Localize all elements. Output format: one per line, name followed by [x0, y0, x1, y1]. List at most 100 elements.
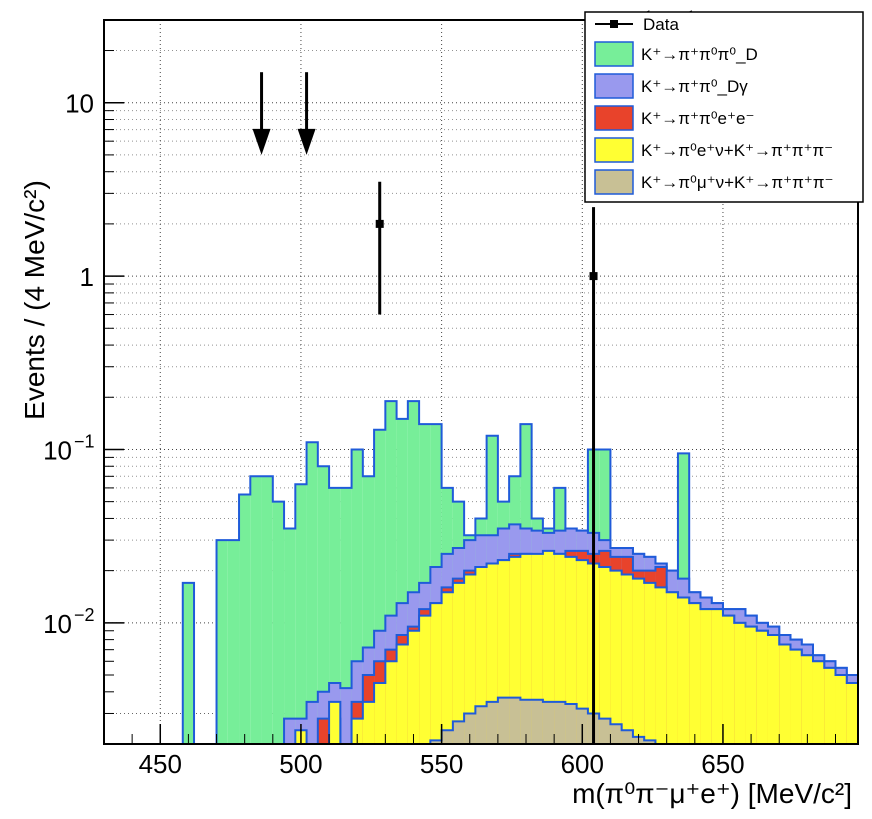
histogram-bin — [554, 553, 566, 744]
histogram-bin — [520, 699, 532, 744]
y-tick-exponent: −1 — [74, 431, 95, 451]
histogram-bin — [689, 603, 701, 744]
histogram-bin — [419, 615, 431, 744]
histogram-bin — [610, 724, 622, 744]
histogram-bin — [542, 550, 555, 744]
histogram-bin — [824, 667, 836, 744]
histogram-bin — [385, 661, 397, 744]
histogram-bin — [790, 649, 802, 744]
legend: Data K⁺→π⁺π⁰π⁰_D K⁺→π⁺π⁰_Dγ K⁺→π⁺π⁰e⁺e⁻ K⁺→π… — [584, 11, 864, 203]
histogram-bin — [565, 556, 577, 744]
y-tick-label: 1 — [80, 262, 94, 292]
y-tick-exponent: −2 — [74, 605, 95, 625]
histogram-bin — [340, 487, 352, 744]
histogram-outline — [182, 523, 859, 745]
histogram-bin — [306, 701, 318, 744]
histogram-bin — [666, 592, 678, 744]
histogram-bin — [599, 718, 611, 744]
histogram-bin — [250, 476, 262, 744]
x-tick-label: 450 — [139, 749, 182, 779]
histogram-bin — [711, 609, 723, 744]
histogram-bin — [655, 587, 667, 744]
legend-swatch — [594, 105, 634, 131]
histogram-bin — [374, 682, 386, 744]
histogram-bin — [632, 578, 645, 744]
histogram-bin — [767, 635, 780, 744]
histogram-bin — [317, 718, 330, 744]
histogram-bin — [464, 574, 476, 744]
legend-swatch — [594, 169, 634, 195]
histogram-bin — [306, 442, 318, 744]
histogram-bin — [599, 566, 611, 744]
legend-label: K⁺→π⁺π⁰e⁺e⁻ — [641, 109, 754, 128]
histogram-bin — [261, 476, 273, 744]
histogram-bin — [385, 401, 397, 744]
histogram-bin — [362, 476, 375, 744]
histogram-bin — [531, 553, 543, 744]
histogram-bin — [407, 401, 420, 744]
legend-label: Data — [643, 15, 679, 34]
histogram-bin — [497, 560, 510, 744]
legend-swatch — [594, 73, 634, 99]
histogram-bin — [565, 704, 577, 744]
histogram-bin — [486, 563, 498, 744]
histogram-bin — [801, 655, 813, 744]
histogram-bin — [745, 626, 757, 744]
plot-frame — [103, 19, 859, 745]
histogram-bin — [329, 701, 341, 744]
x-tick-label: 650 — [701, 749, 744, 779]
histogram-bin — [554, 701, 566, 744]
histogram-bin — [464, 713, 476, 744]
legend-swatch — [594, 41, 634, 67]
x-tick-label: 500 — [279, 749, 322, 779]
histogram-bin — [317, 466, 330, 744]
histogram-stacks — [181, 400, 859, 745]
histogram-bin — [700, 609, 712, 744]
histogram-bin — [272, 501, 285, 744]
histogram-bin — [520, 553, 532, 744]
histogram-bin — [722, 615, 735, 744]
histogram-bin — [407, 630, 420, 744]
histogram-bin — [621, 574, 633, 744]
histogram-bin — [441, 592, 453, 744]
histogram-bin — [846, 682, 858, 744]
histogram-bin — [756, 630, 768, 744]
histogram-bin — [621, 730, 633, 744]
histogram-bin — [542, 701, 555, 744]
histogram-bin — [396, 418, 408, 744]
y-tick-label: 10 — [43, 435, 72, 465]
histogram-bin — [239, 494, 251, 744]
histogram-bin — [340, 688, 352, 744]
arrows — [252, 72, 316, 155]
legend-label: K⁺→π⁺π⁰π⁰_D — [641, 45, 758, 64]
histogram-bin — [509, 556, 521, 744]
histogram-bin — [475, 566, 487, 744]
histogram-bin — [610, 570, 622, 744]
legend-swatch — [594, 137, 634, 163]
y-axis-title: Events / (4 MeV/c²) — [19, 180, 50, 420]
y-tick-label: 10 — [43, 609, 72, 639]
histogram-bin — [351, 449, 363, 744]
histogram-bin — [531, 699, 543, 744]
histogram-bin — [216, 540, 228, 744]
x-tick-label: 550 — [420, 749, 463, 779]
histogram-bin — [644, 582, 656, 744]
histogram-bin — [284, 528, 296, 744]
histogram-bin — [182, 582, 195, 744]
histogram-bin — [734, 622, 746, 744]
histogram-bin — [374, 429, 386, 744]
histogram-bin — [284, 718, 296, 744]
histogram-bin — [452, 721, 465, 744]
histogram-bin — [396, 644, 408, 744]
histogram-bin — [475, 706, 487, 744]
histogram-bin — [497, 697, 510, 744]
x-tick-label: 600 — [561, 749, 604, 779]
histogram-bin — [430, 740, 442, 744]
x-axis-title: m(π⁰π⁻μ⁺e⁺) [MeV/c²] — [572, 778, 852, 809]
histogram-bin — [486, 701, 498, 744]
histogram-bin — [227, 540, 240, 744]
histogram-bin — [430, 603, 442, 744]
histogram-bin — [452, 582, 465, 744]
